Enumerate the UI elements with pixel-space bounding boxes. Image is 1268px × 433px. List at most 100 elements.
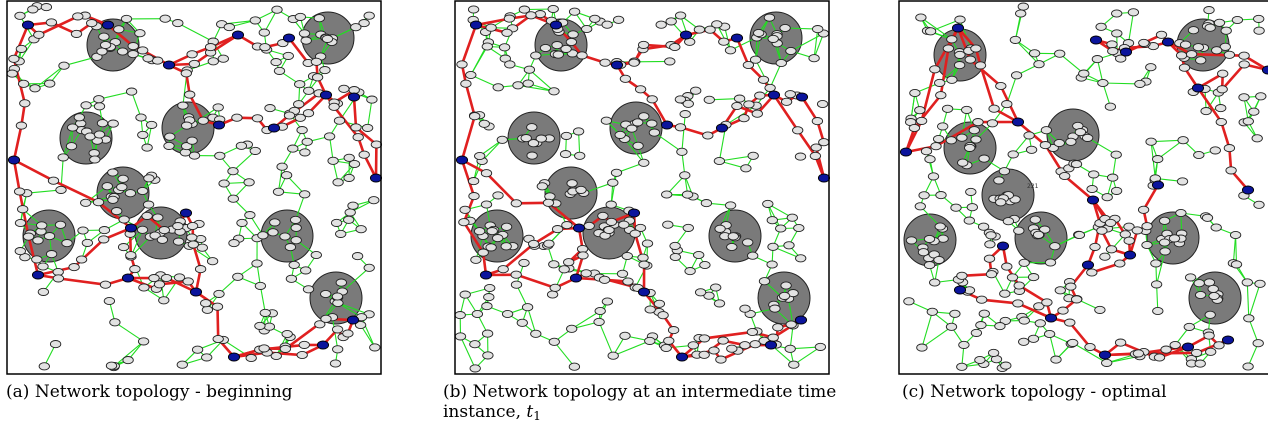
sensor-node [254,321,266,330]
sensor-node [987,348,1000,357]
sensor-node [89,155,101,164]
sensor-node [1207,284,1219,293]
sensor-node [263,322,276,331]
sensor-node [641,239,654,248]
sensor-node [1155,30,1168,39]
sensor-node [708,346,720,355]
sensor-node [1158,238,1171,247]
sensor-node [118,215,130,224]
sensor-node [1169,340,1181,350]
sensor-node [1015,9,1027,18]
sensor-node [270,58,282,67]
sensor-node [480,169,493,178]
red-link [1166,40,1268,72]
caption-c-text: Network topology - optimal [930,382,1167,402]
sensor-node [1086,268,1098,277]
relay-node [569,273,583,283]
green-link [598,321,614,356]
sensor-node [711,20,723,29]
relay-node [795,92,809,102]
sensor-node [632,118,644,127]
sensor-node [1184,273,1197,282]
relay-node [267,123,281,133]
sensor-node [348,159,361,169]
green-link [920,17,953,40]
sensor-node [1041,298,1053,307]
sensor-node [57,153,69,162]
sensor-node [559,150,572,159]
sensor-node [172,222,184,231]
sensor-node [366,95,378,104]
sensor-node [917,248,930,257]
sensor-node [335,278,347,287]
sensor-node [1091,55,1104,64]
green-link [1157,139,1184,160]
sensor-node [32,236,44,245]
sensor-node [687,341,699,350]
sensor-node [970,328,983,337]
sensor-node [767,242,779,251]
sensor-node [1252,339,1264,348]
sensor-node [575,185,587,194]
sensor-node [1073,230,1086,240]
relay-node [1011,117,1025,127]
sensor-node [160,273,173,283]
sensor-node [795,254,807,263]
relay-node [21,20,35,30]
red-link [352,95,378,180]
sensor-node [1028,49,1041,58]
sensor-node [227,167,239,176]
caption-b-prefix: (b) [443,382,468,402]
sensor-node [249,16,261,25]
sensor-node [536,182,548,191]
sensor-node [298,340,310,349]
green-link [624,138,645,164]
green-link [681,114,686,152]
sensor-node [731,101,743,111]
obstacles [22,11,363,325]
sensor-node [158,226,170,235]
sensor-node [934,78,946,87]
nodes [454,4,830,373]
sensor-node [1114,259,1126,268]
sensor-node [15,121,28,130]
green-link [337,302,370,315]
relay-node [31,270,45,280]
sensor-node [294,80,306,89]
sensor-node [810,143,822,152]
sensor-node [510,280,523,289]
sensor-node [742,60,755,70]
sensor-node [644,305,656,314]
sensor-node [749,55,762,64]
sensor-node [574,151,586,160]
sensor-node [127,50,139,59]
sensor-node [953,61,966,70]
green-link [1248,318,1259,344]
sensor-node [294,113,306,122]
sensor-node [251,259,263,268]
sensor-node [469,112,481,121]
sensor-node [1194,359,1206,368]
sensor-node [681,190,694,199]
green-link [63,56,98,67]
sensor-node [1255,92,1267,101]
green-link [1015,39,1040,65]
sensor-node [1150,259,1162,268]
sensor-node [163,141,175,150]
relay-node [1044,313,1058,323]
sensor-node [961,105,973,114]
sensor-node [343,215,355,224]
node-label: 221 [1027,183,1039,190]
sensor-node [370,140,382,149]
green-link [719,155,754,162]
sensor-node [52,274,65,283]
sensor-node [1185,50,1198,59]
sensor-node [481,302,493,311]
caption-a: (a) Network topology - beginning [6,382,426,402]
green-link [925,151,935,177]
sensor-node [332,345,344,354]
network-topology-c: 221 [898,0,1268,375]
caption-c: (c) Network topology - optimal [902,382,1262,402]
sensor-node [58,61,70,70]
sensor-node [747,251,759,260]
